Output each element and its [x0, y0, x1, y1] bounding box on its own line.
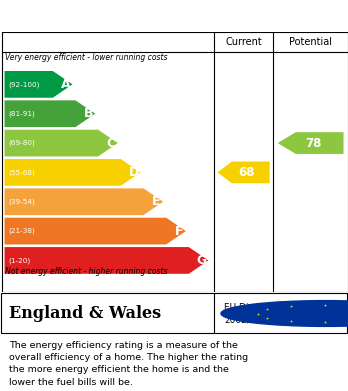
- Text: (39-54): (39-54): [9, 199, 35, 205]
- Text: 2002/91/EC: 2002/91/EC: [224, 316, 277, 325]
- Text: England & Wales: England & Wales: [9, 305, 161, 322]
- Polygon shape: [5, 130, 118, 156]
- Text: lower the fuel bills will be.: lower the fuel bills will be.: [9, 378, 133, 387]
- Text: Potential: Potential: [289, 37, 332, 47]
- Text: The energy efficiency rating is a measure of the: The energy efficiency rating is a measur…: [9, 341, 238, 350]
- Text: A: A: [61, 78, 70, 91]
- Text: overall efficiency of a home. The higher the rating: overall efficiency of a home. The higher…: [9, 353, 248, 362]
- Text: Current: Current: [225, 37, 262, 47]
- Text: E: E: [152, 195, 160, 208]
- Polygon shape: [5, 159, 141, 186]
- Text: Not energy efficient - higher running costs: Not energy efficient - higher running co…: [5, 267, 168, 276]
- Text: EU Directive: EU Directive: [224, 303, 280, 312]
- Text: (92-100): (92-100): [9, 81, 40, 88]
- Polygon shape: [5, 71, 72, 98]
- Polygon shape: [218, 161, 270, 183]
- Text: 78: 78: [306, 136, 322, 149]
- Text: (55-68): (55-68): [9, 169, 35, 176]
- Text: 68: 68: [238, 166, 254, 179]
- Text: C: C: [106, 136, 116, 149]
- Circle shape: [221, 301, 348, 326]
- Text: Very energy efficient - lower running costs: Very energy efficient - lower running co…: [5, 53, 168, 62]
- Polygon shape: [5, 218, 186, 244]
- Polygon shape: [5, 247, 208, 274]
- Text: G: G: [197, 254, 207, 267]
- Text: F: F: [175, 224, 183, 238]
- Polygon shape: [278, 132, 343, 154]
- Text: (1-20): (1-20): [9, 257, 31, 264]
- Text: (81-91): (81-91): [9, 111, 35, 117]
- Text: Energy Efficiency Rating: Energy Efficiency Rating: [10, 9, 220, 23]
- Text: (69-80): (69-80): [9, 140, 35, 146]
- Text: the more energy efficient the home is and the: the more energy efficient the home is an…: [9, 365, 229, 374]
- Polygon shape: [5, 100, 95, 127]
- Text: D: D: [128, 166, 139, 179]
- Polygon shape: [5, 188, 163, 215]
- Text: B: B: [84, 107, 93, 120]
- Text: (21-38): (21-38): [9, 228, 35, 234]
